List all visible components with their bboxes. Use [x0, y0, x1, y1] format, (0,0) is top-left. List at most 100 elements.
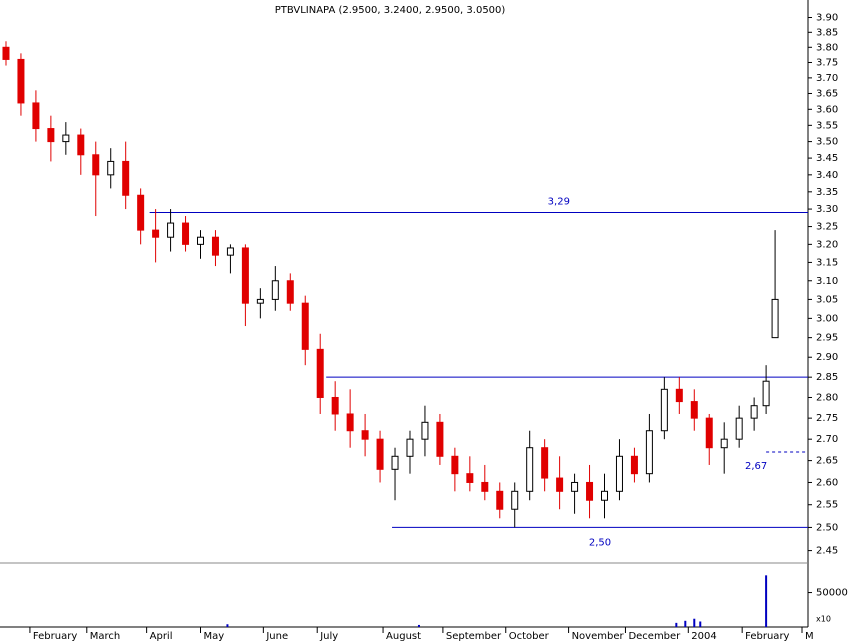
candle-body: [496, 490, 504, 510]
x-tick-label: October: [509, 631, 550, 642]
volume-bar: [699, 621, 702, 627]
volume-bar: [693, 618, 696, 627]
y-tick-label: 2.95: [816, 333, 838, 344]
candle-body: [256, 298, 264, 304]
x-tick-label: July: [319, 631, 338, 642]
y-tick-label: 3.90: [816, 13, 838, 24]
volume-bar: [675, 622, 678, 627]
x-tick-label: M: [805, 631, 814, 642]
y-tick-label: 2.70: [816, 434, 838, 445]
y-tick-label: 3.10: [816, 276, 838, 287]
candle-body: [705, 417, 713, 449]
candle-body: [17, 58, 25, 104]
x-tick-label: September: [446, 631, 502, 642]
candle-body: [77, 134, 85, 156]
candle-body: [47, 128, 55, 143]
volume-bar: [226, 624, 229, 627]
x-tick-label: February: [33, 631, 77, 642]
level-label: 3,29: [548, 197, 570, 208]
candle-body: [541, 447, 549, 479]
volume-scale-label: x10: [816, 615, 831, 624]
chart-title: PTBVLINAPA (2.9500, 3.2400, 2.9500, 3.05…: [275, 5, 506, 16]
x-tick-label: May: [204, 631, 225, 642]
candle-body: [660, 388, 668, 432]
y-tick-label: 2.60: [816, 477, 838, 488]
candle-body: [62, 134, 70, 143]
y-tick-label: 3.45: [816, 153, 838, 164]
y-tick-label: 2.80: [816, 392, 838, 403]
y-tick-label: 3.55: [816, 120, 838, 131]
y-tick-label: 3.70: [816, 73, 838, 84]
volume-bar: [684, 620, 687, 627]
y-tick-label: 2.50: [816, 522, 838, 533]
candle-body: [346, 413, 354, 432]
candle-body: [526, 447, 534, 492]
candle-body: [466, 473, 474, 483]
candle-body: [107, 160, 115, 176]
candle-body: [197, 236, 205, 245]
candle-body: [436, 421, 444, 457]
candle-body: [630, 455, 638, 475]
y-tick-label: 2.65: [816, 456, 838, 467]
volume-tick-label: 50000: [816, 588, 848, 599]
candle-body: [376, 438, 384, 470]
candle-body: [750, 405, 758, 419]
y-tick-label: 2.90: [816, 352, 838, 363]
candle-body: [271, 280, 279, 300]
level-label: 2,67: [745, 461, 767, 472]
candle-body: [586, 481, 594, 501]
y-tick-label: 3.40: [816, 170, 838, 181]
x-tick-label: November: [572, 631, 625, 642]
candle-body: [556, 477, 564, 492]
x-tick-label: December: [628, 631, 681, 642]
y-tick-label: 3.65: [816, 88, 838, 99]
candle-body: [152, 229, 160, 238]
candle-body: [331, 396, 339, 415]
x-tick-label: August: [386, 631, 421, 642]
volume-bar: [417, 624, 420, 627]
y-tick-label: 3.20: [816, 239, 838, 250]
y-tick-label: 3.00: [816, 313, 838, 324]
candle-body: [771, 298, 779, 339]
x-tick-label: March: [90, 631, 120, 642]
candle-body: [571, 481, 579, 492]
candle-body: [735, 417, 743, 440]
y-tick-label: 3.25: [816, 222, 838, 233]
y-tick-label: 3.35: [816, 187, 838, 198]
volume-bar: [765, 575, 768, 627]
x-tick-label: 2004: [691, 631, 716, 642]
y-tick-label: 3.85: [816, 27, 838, 38]
candle-body: [361, 430, 369, 440]
candle-body: [690, 401, 698, 419]
y-tick-label: 2.45: [816, 546, 838, 557]
candle-body: [137, 194, 145, 231]
candle-body: [316, 348, 324, 398]
y-tick-label: 3.05: [816, 294, 838, 305]
candle-body: [421, 421, 429, 440]
y-tick-label: 3.50: [816, 137, 838, 148]
candle-body: [481, 481, 489, 492]
candle-body: [122, 160, 130, 196]
candle-body: [226, 247, 234, 256]
y-tick-label: 2.85: [816, 372, 838, 383]
y-tick-label: 3.80: [816, 42, 838, 53]
candle-body: [406, 438, 414, 457]
candle-body: [675, 388, 683, 403]
candle-body: [32, 102, 40, 130]
x-tick-label: June: [265, 631, 288, 642]
candle-body: [2, 46, 10, 60]
candle-body: [451, 455, 459, 475]
candle-body: [286, 280, 294, 304]
candle-body: [615, 455, 623, 492]
candle-body: [762, 380, 770, 407]
y-tick-label: 3.60: [816, 104, 838, 115]
candle-body: [211, 236, 219, 256]
candle-body: [511, 490, 519, 510]
x-tick-label: February: [745, 631, 789, 642]
y-tick-label: 2.75: [816, 413, 838, 424]
candle-body: [92, 154, 100, 176]
y-tick-label: 3.75: [816, 57, 838, 68]
candle-body: [182, 222, 190, 245]
